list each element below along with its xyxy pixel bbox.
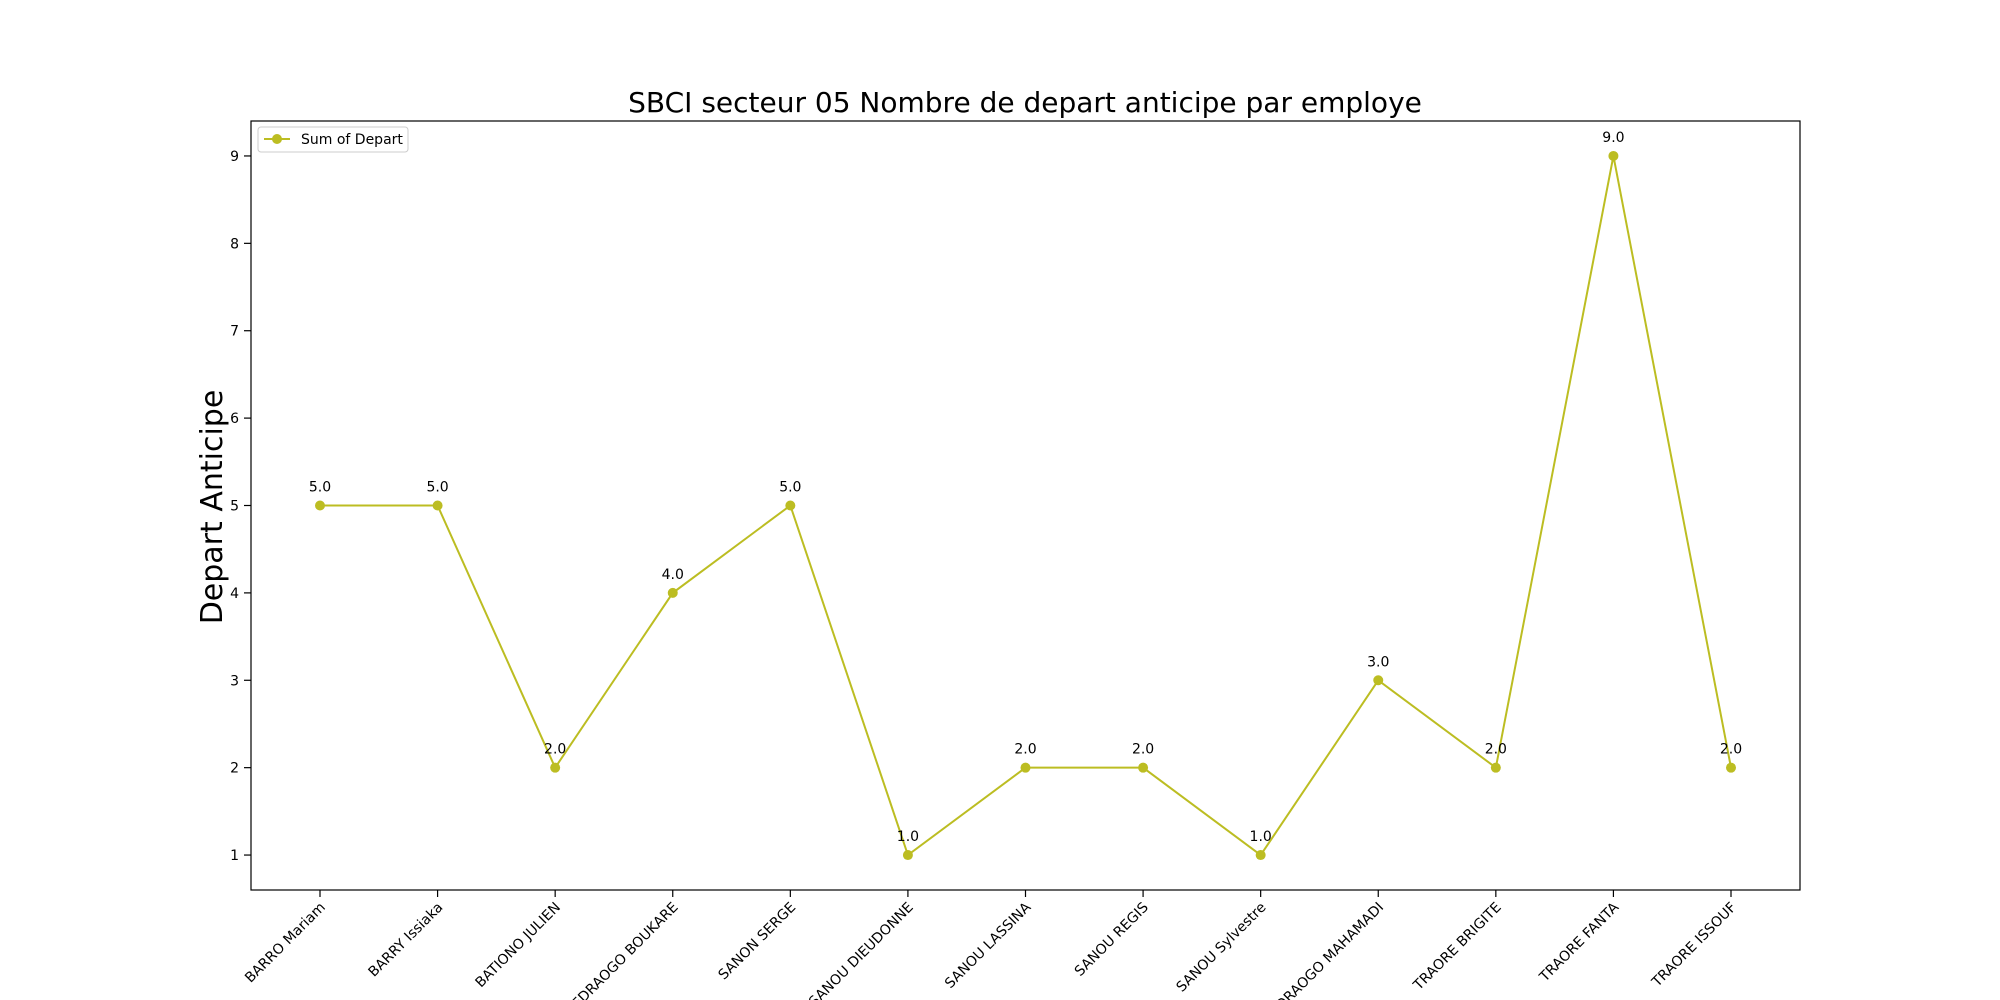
- x-tick-label: TRAORE FANTA: [1536, 899, 1623, 986]
- x-tick-label: SANOU DIEUDONNE: [806, 900, 917, 1000]
- x-tick-label: SANON SERGE: [716, 900, 800, 984]
- legend-box: [257, 126, 409, 153]
- y-axis-label: Depart Anticipe: [195, 390, 230, 625]
- data-point: [1373, 675, 1384, 686]
- plot-frame: [250, 120, 1801, 891]
- x-tick-label: SANOU LASSINA: [942, 899, 1035, 992]
- data-label: 1.0: [897, 829, 919, 845]
- data-label: 2.0: [1132, 742, 1154, 758]
- data-point: [667, 587, 678, 598]
- chart-title: SBCI secteur 05 Nombre de depart anticip…: [628, 86, 1422, 119]
- y-tick-label: 5: [230, 499, 239, 515]
- data-point: [315, 500, 325, 511]
- data-label: 4.0: [662, 567, 684, 583]
- x-tick-label: SANOU Sylvestre: [1174, 900, 1270, 996]
- data-label: 5.0: [779, 480, 801, 496]
- data-point: [785, 500, 796, 511]
- data-point: [1726, 762, 1736, 773]
- x-tick-label: OUEDRAOGO MAHAMADI: [1252, 900, 1387, 1000]
- x-tick-label: SANOU REGIS: [1072, 899, 1152, 979]
- y-tick-label: 9: [230, 149, 239, 165]
- data-point: [432, 500, 443, 511]
- plot-area: 1 2 3 4 5 6 7 8 9 BARRO Mariam BARRY Issiaka BATION…: [230, 130, 1742, 1000]
- y-tick-label: 4: [230, 586, 239, 602]
- data-label: 2.0: [1720, 742, 1742, 758]
- x-tick-label: BARRY Issiaka: [366, 900, 447, 981]
- data-label: 5.0: [426, 480, 448, 496]
- y-tick-label: 1: [230, 848, 239, 864]
- data-point: [1255, 850, 1266, 861]
- data-label: 9.0: [1602, 130, 1624, 146]
- data-label: 5.0: [309, 480, 331, 496]
- y-tick-label: 7: [230, 324, 239, 340]
- data-label: 1.0: [1250, 829, 1272, 845]
- data-point: [1020, 762, 1031, 773]
- data-label: 2.0: [1014, 742, 1036, 758]
- x-tick-label: TRAORE BRIGITE: [1410, 900, 1505, 995]
- x-tick-label: TRAORE ISSOUF: [1648, 900, 1739, 991]
- y-tick-label: 2: [230, 761, 239, 777]
- data-point: [1138, 762, 1149, 773]
- data-point: [1608, 150, 1619, 161]
- legend-marker: [272, 134, 282, 144]
- y-tick-label: 6: [230, 411, 239, 427]
- data-label: 3.0: [1367, 654, 1389, 670]
- x-tick-label: BARRO Mariam: [242, 900, 329, 987]
- x-tick-label: OUEDRAOGO BOUKARE: [554, 900, 682, 1000]
- legend: Sum of Depart: [257, 126, 409, 153]
- x-tick-label: BATIONO JULIEN: [473, 900, 564, 991]
- y-tick-label: 8: [230, 236, 239, 252]
- legend-label: Sum of Depart: [301, 132, 403, 148]
- data-point: [550, 762, 561, 773]
- y-tick-label: 3: [230, 673, 239, 689]
- data-point: [1490, 762, 1501, 773]
- data-label: 2.0: [1485, 742, 1507, 758]
- data-label: 2.0: [544, 742, 566, 758]
- data-point: [902, 850, 913, 861]
